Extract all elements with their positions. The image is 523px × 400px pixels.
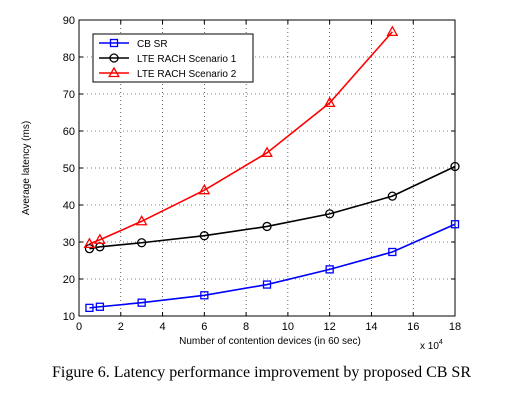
series-line <box>89 223 456 309</box>
y-tick-label: 40 <box>63 200 75 212</box>
data-point-circle <box>199 231 209 241</box>
x-axis-label: Number of contention devices (in 60 sec) <box>179 336 361 347</box>
legend-label: CB SR <box>137 39 168 50</box>
x-tick-label: 18 <box>449 321 461 333</box>
data-point-square <box>95 302 105 311</box>
data-point-square <box>109 38 119 48</box>
data-point-square <box>325 265 334 274</box>
data-point-triangle <box>386 25 399 36</box>
legend-entry: LTE RACH Scenario 2 <box>99 66 237 80</box>
legend-entry: CB SR <box>99 38 168 50</box>
figure-caption: Figure 6. Latency performance improvemen… <box>51 364 471 381</box>
y-tick-label: 20 <box>63 274 75 286</box>
data-point-triangle <box>261 146 273 157</box>
data-point-square <box>388 247 397 257</box>
series-lte-rach-scenario-2 <box>83 25 399 249</box>
data-point-circle <box>109 53 119 63</box>
series-lte-rach-scenario-1 <box>84 161 460 254</box>
x-multiplier-base: x 10 <box>420 341 439 352</box>
data-point-square <box>137 298 146 307</box>
x-tick-label: 8 <box>243 321 249 333</box>
x-tick-label: 2 <box>118 321 124 333</box>
axes: 0 2 4 6 8 10 12 14 16 18 10 20 30 40 50 60 70 80 90 <box>63 15 461 333</box>
x-multiplier: x 104 <box>420 339 443 352</box>
data-point-triangle <box>108 66 120 78</box>
x-tick-label: 4 <box>159 321 165 333</box>
data-point-circle <box>450 161 460 172</box>
y-tick-label: 90 <box>63 15 75 27</box>
data-point-square <box>85 303 94 313</box>
latency-chart: 0 2 4 6 8 10 12 14 16 18 10 20 30 40 50 60 70 80 90 CB SR L… <box>21 15 461 352</box>
legend: CB SR LTE RACH Scenario 1 LTE RACH Scenari… <box>92 33 254 83</box>
x-tick-label: 14 <box>365 321 377 333</box>
data-point-circle <box>84 244 95 254</box>
chart-svg: 0 2 4 6 8 10 12 14 16 18 10 20 30 40 50 60 70 80 90 CB SR L… <box>21 15 461 352</box>
data-point-triangle <box>135 214 148 226</box>
y-tick-label: 10 <box>63 311 75 323</box>
data-point-circle <box>387 191 397 201</box>
series-line <box>89 31 393 245</box>
data-point-square <box>200 291 209 300</box>
y-tick-label: 30 <box>63 237 75 249</box>
series-lines <box>83 25 460 313</box>
y-tick-label: 60 <box>63 126 75 138</box>
y-axis-label: Average latency (ms) <box>21 121 32 215</box>
data-point-circle <box>137 238 147 248</box>
grid-lines <box>79 20 455 316</box>
data-point-triangle <box>83 237 96 249</box>
data-point-triangle <box>198 183 211 195</box>
series-line <box>89 165 456 250</box>
legend-label: LTE RACH Scenario 1 <box>137 54 237 65</box>
series-cb-sr <box>85 220 460 313</box>
data-point-circle <box>262 221 272 232</box>
data-point-triangle <box>93 233 106 244</box>
data-point-triangle <box>323 96 336 108</box>
y-tick-label: 80 <box>63 52 75 64</box>
x-tick-label: 6 <box>201 321 207 333</box>
x-multiplier-exponent: 4 <box>439 339 443 346</box>
legend-entry: LTE RACH Scenario 1 <box>99 53 237 65</box>
data-point-square <box>450 220 460 229</box>
x-tick-label: 12 <box>324 321 336 333</box>
data-point-circle <box>325 209 335 219</box>
y-tick-label: 50 <box>63 163 75 175</box>
y-tick-label: 70 <box>63 89 75 101</box>
x-tick-label: 10 <box>282 321 294 333</box>
x-tick-label: 16 <box>407 321 419 333</box>
data-point-square <box>262 280 272 289</box>
x-tick-label: 0 <box>76 321 82 333</box>
legend-label: LTE RACH Scenario 2 <box>137 69 237 80</box>
